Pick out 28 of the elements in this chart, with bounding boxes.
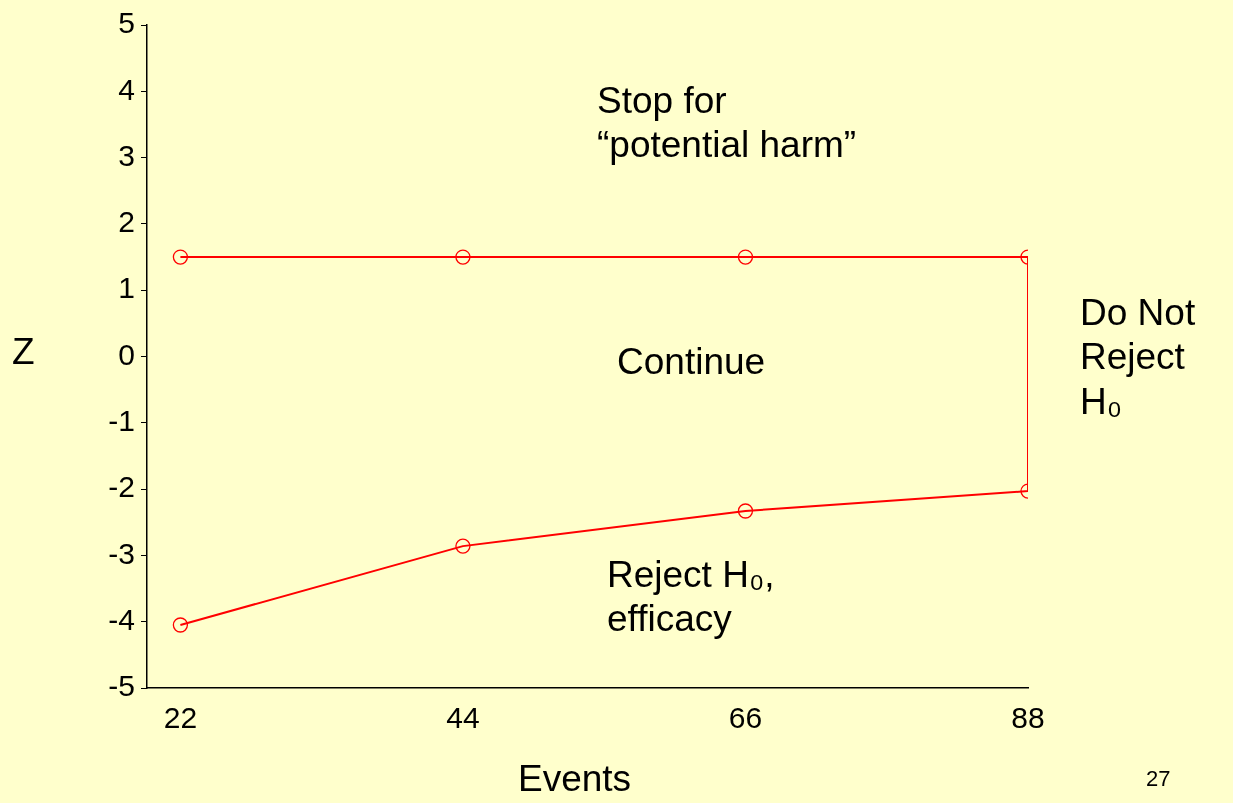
y-tick-label: 2	[118, 205, 135, 239]
y-tick-label: 1	[118, 271, 135, 305]
point	[455, 538, 471, 554]
annotation: Stop for “potential harm”	[597, 79, 857, 168]
y-tick-label: -3	[108, 536, 135, 570]
x-tick-label: 66	[728, 701, 763, 735]
text: 27	[1146, 766, 1171, 793]
point	[737, 249, 754, 265]
point	[172, 249, 189, 265]
x-tick-label: 22	[163, 701, 198, 735]
annotation: Continue	[617, 340, 766, 384]
y-tick-label: -2	[108, 470, 135, 504]
point	[455, 249, 471, 265]
annotation: Reject H₀, efficacy	[607, 553, 775, 642]
y-tick-label: 4	[118, 72, 135, 106]
y-axis-title: Z	[12, 330, 35, 374]
y-tick-label: 3	[118, 138, 135, 172]
text: Do Not Reject H₀	[1080, 291, 1196, 424]
x-tick-label: 88	[1011, 701, 1045, 735]
y-tick-label: -1	[108, 404, 135, 438]
point	[172, 617, 189, 633]
x-tick-label: 44	[446, 701, 480, 735]
point	[737, 503, 754, 519]
y-tick-label: -4	[108, 602, 135, 636]
x-axis-title: Events	[518, 757, 632, 801]
y-tick-label: 5	[118, 6, 135, 40]
y-tick-label: 0	[118, 337, 135, 371]
y-tick-label: -5	[108, 669, 135, 703]
